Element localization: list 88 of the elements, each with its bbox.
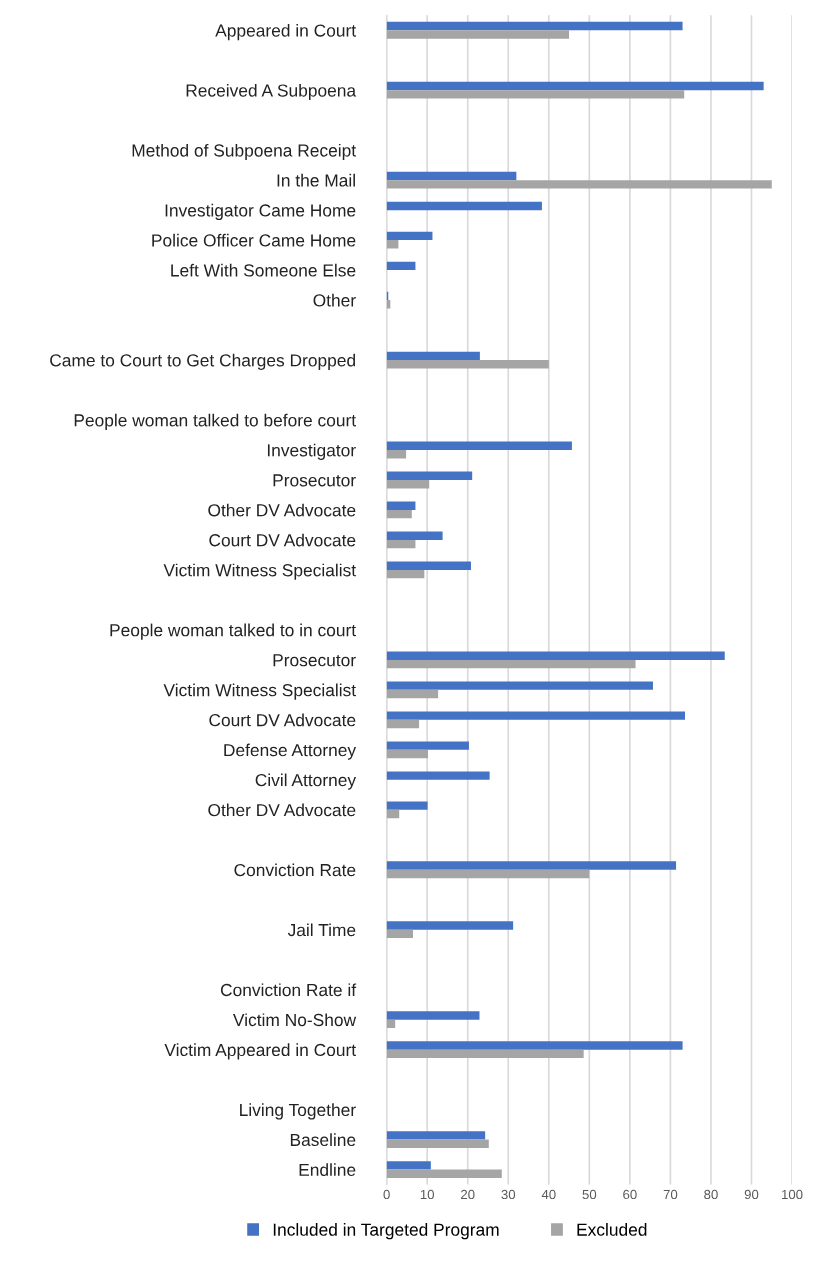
legend-label: Excluded (577, 1223, 647, 1236)
bar (386, 1049, 584, 1059)
y-tick-label: Other DV Advocate (208, 503, 356, 517)
y-tick-label: Defense Attorney (224, 743, 357, 760)
bar (386, 1139, 489, 1148)
bar (386, 1131, 486, 1140)
bar (386, 450, 407, 459)
bar (386, 240, 399, 249)
x-tick-label: 90 (744, 1189, 759, 1200)
bar (386, 1041, 683, 1050)
y-tick-label: Investigator Came Home (165, 203, 356, 221)
y-tick-label: Court DV Advocate (209, 533, 356, 547)
legend-label: Included in Targeted Program (273, 1223, 499, 1240)
x-tick-label: 60 (623, 1189, 637, 1200)
y-tick-label: Conviction Rate if (220, 983, 357, 997)
bar (386, 801, 428, 810)
bar (386, 1169, 502, 1178)
bar (386, 689, 439, 699)
bar (386, 441, 572, 450)
bar (386, 30, 570, 39)
bar (386, 1161, 431, 1170)
x-tick-label: 0 (383, 1189, 390, 1200)
x-tick-label: 30 (501, 1189, 516, 1200)
bar (386, 741, 469, 750)
bar (386, 201, 542, 211)
bar (386, 861, 677, 870)
y-tick-label: Victim No-Show (232, 1013, 357, 1027)
bar (386, 21, 683, 31)
bar (386, 81, 764, 91)
bar (386, 809, 400, 819)
bar (386, 921, 514, 930)
bar (386, 360, 549, 369)
x-tick-label: 70 (663, 1189, 678, 1200)
bar (386, 351, 480, 361)
bar (386, 719, 420, 729)
x-tick-label: 10 (420, 1189, 435, 1200)
y-tick-label: Victim Witness Specialist (163, 683, 356, 700)
y-tick-label: Court DV Advocate (209, 713, 356, 727)
y-tick-label: Baseline (290, 1133, 356, 1147)
y-tick-label: Endline (299, 1163, 356, 1177)
bar (386, 1019, 396, 1029)
bar (386, 749, 428, 759)
bar (386, 479, 430, 489)
bar (386, 180, 772, 189)
bar (386, 651, 725, 660)
x-tick-label: 40 (541, 1189, 556, 1200)
y-tick-label: Came to Court to Get Charges Dropped (50, 353, 355, 370)
y-tick-label: Other DV Advocate (208, 803, 356, 817)
bar (386, 681, 653, 690)
bar (386, 929, 413, 939)
bar (386, 561, 471, 570)
bar (386, 231, 433, 241)
bar (386, 171, 517, 181)
y-tick-label: Living Together (240, 1103, 356, 1120)
y-tick-label: Victim Witness Specialist (163, 563, 356, 580)
y-tick-label: Investigator (267, 443, 356, 460)
y-tick-label: Jail Time (287, 923, 356, 937)
y-tick-label: Prosecutor (273, 654, 356, 667)
y-tick-label: People woman talked to before court (74, 413, 356, 430)
bar (386, 261, 416, 271)
bar (386, 569, 425, 579)
bar (386, 509, 412, 519)
bar (386, 659, 636, 669)
y-tick-label: In the Mail (277, 173, 355, 187)
y-tick-label: Received A Subpoena (186, 83, 357, 101)
y-tick-label: Method of Subpoena Receipt (132, 143, 356, 161)
x-tick-label: 20 (461, 1189, 475, 1200)
x-tick-label: 50 (582, 1189, 597, 1200)
y-tick-label: People woman talked to in court (110, 623, 356, 640)
y-tick-label: Prosecutor (273, 474, 356, 487)
bar (386, 90, 685, 99)
y-tick-label: Victim Appeared in Court (164, 1043, 356, 1060)
x-tick-label: 100 (782, 1189, 803, 1200)
bar (386, 501, 416, 510)
bar (386, 711, 685, 720)
bar (386, 539, 416, 549)
x-tick-label: 80 (704, 1189, 718, 1200)
bar (386, 771, 490, 780)
y-tick-label: Appeared in Court (215, 23, 356, 41)
bar (386, 531, 443, 540)
bar (386, 869, 590, 879)
y-tick-label: Civil Attorney (255, 773, 357, 790)
y-tick-label: Police Officer Came Home (152, 233, 356, 247)
y-tick-label: Left With Someone Else (171, 263, 356, 277)
bar (386, 1011, 480, 1020)
y-tick-label: Conviction Rate (234, 863, 356, 877)
y-tick-label: Other (313, 293, 356, 307)
bar (386, 471, 473, 480)
